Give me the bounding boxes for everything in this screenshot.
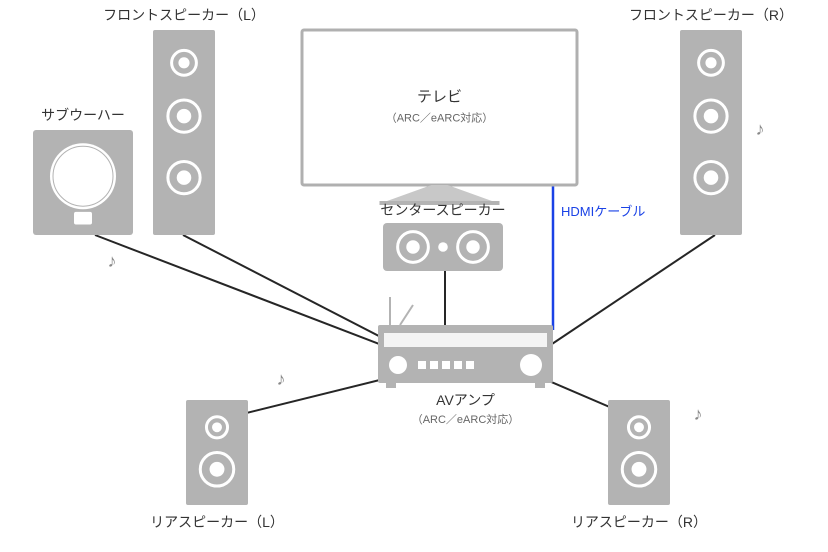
label-hdmi: HDMIケーブル (561, 204, 645, 219)
label-rear-l: リアスピーカー（L） (150, 514, 284, 530)
music-note-icon-1: ♪ (756, 119, 765, 139)
label-front-r: フロントスピーカー（R） (629, 7, 793, 23)
label-amp-title: AVアンプ (436, 392, 495, 408)
wire-front_r (540, 235, 715, 352)
av-amplifier (378, 297, 553, 388)
label-front-l: フロントスピーカー（L） (103, 7, 265, 23)
wire-subwoofer (95, 235, 400, 352)
label-center: センタースピーカー (380, 202, 505, 218)
home-theater-diagram: フロントスピーカー（L） フロントスピーカー（R） サブウーハー テレビ （ARC／eA… (0, 0, 828, 552)
label-tv-sub: （ARC／eARC対応） (386, 111, 494, 125)
music-note-icon-3: ♪ (694, 404, 703, 424)
center-speaker (383, 223, 503, 271)
label-amp-sub: （ARC／eARC対応） (412, 412, 520, 426)
music-note-icon-2: ♪ (277, 369, 286, 389)
music-note-icon-0: ♪ (108, 251, 117, 271)
label-rear-r: リアスピーカー（R） (571, 514, 707, 530)
subwoofer (33, 130, 133, 235)
front-speaker-right (680, 30, 742, 235)
rear-speaker-right (608, 400, 670, 505)
front-speaker-left (153, 30, 215, 235)
wire-front_l (183, 235, 410, 352)
rear-speaker-left (186, 400, 248, 505)
label-tv-title: テレビ (417, 89, 462, 106)
label-subwoofer: サブウーハー (41, 107, 125, 123)
